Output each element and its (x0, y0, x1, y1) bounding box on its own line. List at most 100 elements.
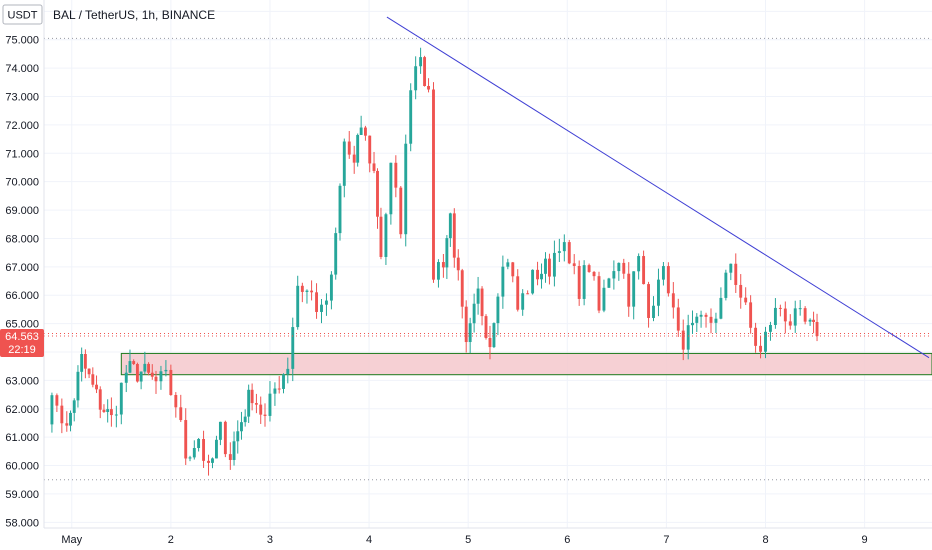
candle (50, 392, 54, 433)
candle-body (769, 324, 772, 332)
candle-body (394, 162, 398, 188)
candle-body (788, 321, 792, 326)
candle-body (812, 319, 816, 323)
candle (632, 271, 636, 320)
candle-body (310, 290, 314, 293)
candle (480, 286, 484, 326)
candle-body (72, 400, 76, 413)
candle-body (98, 389, 102, 410)
candle (179, 394, 183, 422)
candle-body (540, 273, 543, 280)
candle (476, 276, 480, 315)
candle-body (139, 371, 143, 382)
candle (124, 365, 128, 393)
candle (724, 269, 728, 301)
candle-body (368, 135, 372, 164)
currency-badge[interactable] (2, 4, 43, 25)
candle (87, 368, 91, 379)
candle-body (119, 382, 123, 415)
candle (143, 351, 147, 374)
candle (159, 365, 163, 390)
candle-body (676, 307, 680, 331)
candle (202, 430, 206, 468)
candle-body (734, 263, 738, 285)
candle (460, 268, 464, 319)
candle-body (744, 297, 748, 303)
chart-header: USDT BAL / TetherUS, 1h, BINANCE (2, 4, 215, 25)
candle-body (501, 266, 505, 297)
candle-body (128, 361, 132, 373)
time-axis[interactable]: May 2 3 4 5 6 7 8 9 (44, 527, 932, 550)
candle (197, 437, 201, 452)
candle-body (460, 270, 464, 307)
candle-body (516, 276, 520, 310)
candle (384, 212, 388, 265)
price-tick-label: 72.000 (5, 120, 39, 132)
candle-body (305, 290, 309, 292)
candle-body (60, 405, 64, 424)
candle (98, 386, 102, 419)
candle-body (754, 327, 758, 346)
candle-body (102, 409, 106, 412)
candle-body (642, 256, 646, 285)
candle-body (602, 287, 606, 311)
candle (572, 254, 576, 275)
candle (247, 384, 251, 423)
candle (456, 249, 460, 281)
candle-body (612, 271, 616, 279)
price-axis[interactable]: 58.00059.00060.00061.00062.00063.00064.0… (0, 0, 45, 529)
candle-body (661, 266, 665, 280)
price-tick-label: 74.000 (5, 63, 39, 75)
candle (291, 317, 295, 382)
time-tick-label: 4 (366, 534, 372, 546)
price-tick-label: 59.000 (5, 489, 39, 501)
candle-body (240, 422, 243, 432)
candle-body (291, 327, 295, 369)
candle-body (704, 314, 708, 317)
candle-body (342, 141, 346, 186)
candle (511, 261, 515, 283)
candle (582, 260, 586, 306)
candle (150, 364, 154, 380)
descending-trendline[interactable] (386, 16, 930, 359)
candle-body (87, 368, 91, 375)
candle-body (562, 242, 566, 252)
candle (536, 261, 539, 286)
candle (592, 270, 596, 281)
candle-body (211, 458, 214, 463)
candle-body (764, 331, 767, 352)
candle (695, 313, 699, 332)
price-tick-label: 70.000 (5, 177, 39, 189)
candle-body (159, 371, 163, 382)
candle (65, 411, 69, 432)
candle-body (557, 251, 561, 253)
candlestick-series (50, 47, 819, 476)
candle (607, 277, 611, 288)
candle-body (798, 308, 802, 310)
candle (769, 321, 772, 341)
candle-body (379, 216, 383, 257)
support-zone-rectangle[interactable] (120, 352, 932, 376)
candle (286, 357, 290, 384)
last-price-value: 64.563 (5, 331, 39, 343)
candle-body (552, 252, 556, 277)
candle-body (409, 90, 413, 144)
candle (597, 271, 601, 314)
candle (423, 55, 427, 87)
candle (812, 311, 816, 334)
candle (69, 410, 72, 432)
candle (472, 293, 476, 333)
candle-body (592, 271, 596, 277)
candle (666, 262, 670, 297)
candle (223, 420, 227, 458)
candle (526, 290, 530, 295)
candle-body (91, 374, 95, 385)
candle-body (50, 395, 54, 425)
candle (709, 308, 713, 334)
candle (376, 168, 379, 229)
candle (445, 235, 449, 279)
candle-body (315, 292, 318, 312)
candle (263, 403, 267, 427)
candle-body (724, 272, 728, 298)
